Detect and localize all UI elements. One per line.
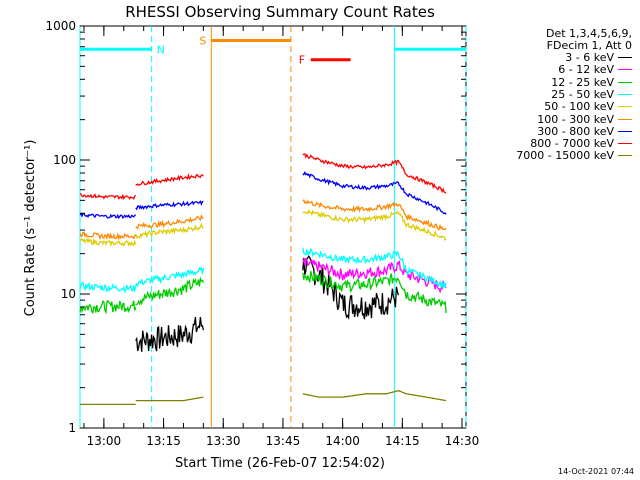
series-line (135, 266, 205, 288)
series-line (302, 247, 447, 288)
series-line (302, 170, 447, 215)
x-tick-label: 14:00 (325, 434, 360, 448)
legend-entry-label: 300 - 800 keV (537, 124, 614, 138)
chart-title: RHESSI Observing Summary Count Rates (125, 3, 435, 21)
series-line (135, 317, 205, 352)
series-line (302, 198, 447, 231)
plot-area: N S F (79, 25, 467, 429)
series-line (79, 231, 136, 241)
legend-swatch (618, 130, 632, 132)
legend-entry: 6 - 12 keV (558, 63, 632, 76)
series-line (135, 222, 204, 239)
legend-header-line-1: Det 1,3,4,5,6,9, (545, 27, 632, 40)
annotation-label: S (199, 34, 206, 47)
legend-entry: 7000 - 15000 keV (516, 149, 632, 162)
legend-entry: 300 - 800 keV (537, 125, 632, 138)
y-tick-label: 100 (53, 153, 76, 167)
y-tick-label: 10 (61, 287, 76, 301)
legend-entry-label: 7000 - 15000 keV (516, 149, 614, 163)
legend-entry: 25 - 50 keV (551, 88, 632, 101)
y-axis: 1 10 100 1000 (45, 19, 466, 435)
y-tick-label: 1000 (45, 19, 76, 33)
legend-swatch (618, 143, 632, 145)
series-line (302, 271, 447, 314)
legend-entry-label: 25 - 50 keV (551, 87, 614, 101)
series-line (302, 257, 447, 294)
x-axis-label: Start Time (26-Feb-07 12:54:02) (175, 456, 385, 471)
series-line (135, 396, 204, 402)
series-line (302, 208, 447, 241)
x-tick-label: 14:30 (445, 434, 480, 448)
legend-swatch (618, 155, 632, 157)
legend-entry: 12 - 25 keV (551, 76, 632, 89)
series-line (135, 173, 204, 186)
legend-swatch (618, 69, 632, 71)
x-tick-label: 13:00 (87, 434, 122, 448)
series-line (302, 153, 447, 194)
x-axis: 13:00 13:15 13:30 13:45 14:00 14:15 14:30 (83, 26, 480, 448)
annotation-label: F (299, 54, 305, 67)
x-tick-label: 13:45 (266, 434, 301, 448)
legend-entry: 800 - 7000 keV (530, 137, 632, 150)
legend-entry-label: 3 - 6 keV (565, 51, 614, 64)
annotation-label: N (157, 43, 165, 56)
series-line (135, 213, 204, 230)
x-tick-label: 13:15 (146, 434, 181, 448)
legend-entry: 100 - 300 keV (537, 113, 632, 126)
series-line (79, 237, 137, 248)
legend-entry: 3 - 6 keV (565, 51, 632, 64)
series-line (79, 281, 137, 294)
legend-swatch (618, 106, 632, 108)
series-line (79, 193, 137, 200)
legend-entry-label: 12 - 25 keV (551, 75, 614, 89)
legend-entry: 50 - 100 keV (544, 100, 632, 113)
legend-swatch (618, 93, 632, 95)
series-line (79, 299, 137, 315)
y-axis-label: Count Rate (s⁻¹ detector⁻¹) (23, 140, 38, 317)
generated-timestamp: 14-Oct-2021 07:44 (558, 467, 634, 476)
legend-entry-label: 800 - 7000 keV (530, 137, 614, 151)
series-line (79, 212, 137, 220)
series-line (302, 389, 447, 402)
x-tick-label: 14:15 (385, 434, 420, 448)
x-tick-label: 13:30 (206, 434, 241, 448)
series-line (135, 200, 204, 211)
legend-swatch (618, 118, 632, 120)
legend-swatch (618, 81, 632, 83)
legend-swatch (618, 57, 632, 58)
legend-entry-label: 6 - 12 keV (558, 63, 614, 77)
legend-entry-label: 100 - 300 keV (537, 112, 614, 126)
series-line (135, 276, 205, 306)
y-tick-label: 1 (68, 421, 76, 435)
legend-entry-label: 50 - 100 keV (544, 100, 614, 114)
legend-header-line-2: FDecim 1, Att 0 (546, 39, 632, 52)
